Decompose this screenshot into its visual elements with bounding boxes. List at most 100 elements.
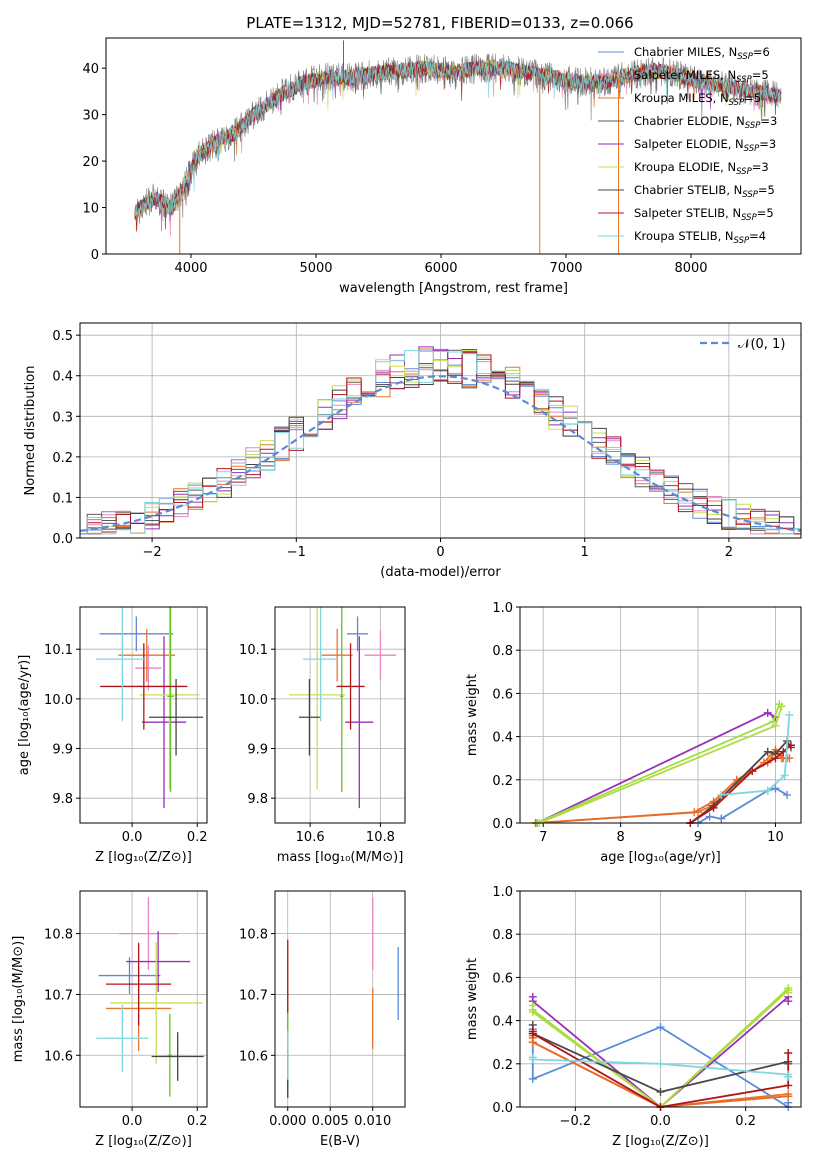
weight-point-marker	[784, 1049, 793, 1057]
y-axis-label: mass weight	[465, 958, 480, 1040]
gaussian-curve	[80, 375, 801, 532]
weight-series-line	[536, 748, 788, 823]
axes-frame	[79, 322, 802, 539]
x-tick-label: −2	[143, 545, 162, 560]
y-tick-label: 40	[82, 62, 99, 77]
y-tick-label: 0.5	[52, 329, 73, 344]
y-tick-label: 9.8	[52, 792, 73, 807]
y-tick-label: 10.8	[239, 928, 268, 943]
weight-point-marker	[763, 708, 772, 717]
spectrum-series-line	[134, 60, 782, 218]
x-tick-label: 7000	[549, 261, 582, 276]
y-tick-label: 0	[91, 248, 99, 263]
x-tick-label: 10	[767, 830, 784, 845]
axes-frame	[519, 890, 802, 1108]
legend-label: Kroupa STELIB, NSSP=4	[634, 229, 766, 246]
weight-series-line	[536, 711, 776, 823]
x-tick-label: 7	[539, 830, 547, 845]
x-tick-label: 0.0	[122, 830, 143, 845]
y-tick-label: 30	[82, 109, 99, 124]
weight-point-marker	[769, 717, 778, 726]
weight-point-marker	[786, 741, 795, 750]
axes-frame	[274, 606, 406, 824]
x-axis-label: E(B-V)	[320, 1134, 360, 1149]
weight-point-marker	[777, 702, 786, 711]
y-tick-label: 0.0	[52, 532, 73, 547]
weight-point-marker	[717, 814, 726, 823]
x-tick-label: −0.2	[560, 1114, 592, 1129]
residual-histogram	[80, 348, 801, 535]
x-tick-label: 10.8	[366, 830, 395, 845]
y-tick-label: 0.0	[492, 1101, 513, 1116]
weight-point-marker	[717, 790, 726, 799]
y-tick-label: 0.4	[492, 731, 513, 746]
y-tick-label: 0.8	[492, 928, 513, 943]
x-axis-label: Z [log₁₀(Z/Z⊙)]	[95, 850, 192, 865]
age-vs-mass-panel: 10.6 10.8 9.8 9.9 10.0 10.1 mass [log₁₀(M/M⊙)]	[239, 606, 406, 865]
x-tick-label: 6000	[424, 261, 457, 276]
y-tick-label: 1.0	[492, 601, 513, 616]
y-tick-label: 10.1	[44, 643, 73, 658]
weight-point-marker	[763, 786, 772, 795]
y-tick-label: 0.2	[492, 774, 513, 789]
x-tick-label: 4000	[174, 261, 207, 276]
x-tick-label: 0.010	[354, 1114, 391, 1129]
weight-point-marker	[784, 1092, 793, 1101]
y-tick-label: 0.0	[492, 817, 513, 832]
x-tick-label: 0.2	[735, 1114, 756, 1129]
spectrum-panel: 4000 5000 6000 7000 8000 0 10 20 30 40 wavelength …	[82, 37, 802, 296]
weight-series-line	[721, 714, 791, 796]
y-tick-label: 0.6	[492, 687, 513, 702]
x-axis-label: Z [log₁₀(Z/Z⊙)]	[95, 1134, 192, 1149]
y-tick-label: 0.2	[492, 1058, 513, 1073]
weight-point-marker	[528, 1074, 537, 1083]
y-tick-label: 0.2	[52, 451, 73, 466]
residual-histogram	[80, 351, 801, 535]
weight-point-marker	[690, 808, 699, 817]
weight-point-marker	[784, 1072, 793, 1081]
y-tick-label: 0.4	[492, 1015, 513, 1030]
weight-point-marker	[784, 997, 793, 1006]
y-tick-label: 10.1	[239, 643, 268, 658]
legend-label: Chabrier ELODIE, NSSP=3	[634, 114, 777, 131]
legend-label: Kroupa MILES, NSSP=5	[634, 91, 761, 108]
axes-frame	[79, 890, 208, 1108]
x-axis-label: (data-model)/error	[380, 565, 501, 580]
legend-label: Salpeter ELODIE, NSSP=3	[634, 137, 776, 154]
mass-vs-ebv-panel: 0.000 0.005 0.010 10.6 10.7 10.8 E(B-V)	[239, 890, 406, 1149]
legend-gaussian-label: 𝒩(0, 1)	[738, 337, 785, 352]
y-tick-label: 10.0	[44, 693, 73, 708]
y-tick-label: 9.9	[247, 743, 268, 758]
y-tick-label: 10.7	[44, 988, 73, 1003]
residual-histogram	[80, 350, 801, 535]
y-axis-label: mass [log₁₀(M/M⊙)]	[11, 936, 26, 1063]
x-tick-label: 0	[436, 545, 444, 560]
weight-vs-age-panel: 7 8 9 10 0.0 0.2 0.4 0.6 0.8 1.0 age [log₁₀(age/yr…	[465, 601, 802, 865]
weight-point-marker	[748, 767, 757, 776]
x-tick-label: 0.0	[650, 1114, 671, 1129]
weight-point-marker	[528, 1038, 537, 1047]
x-tick-label: 0.000	[269, 1114, 306, 1129]
legend-label: Chabrier MILES, NSSP=6	[634, 45, 770, 62]
axes-frame	[79, 606, 208, 824]
y-tick-label: 9.9	[52, 743, 73, 758]
x-tick-label: 5000	[299, 261, 332, 276]
y-tick-label: 10.6	[44, 1049, 73, 1064]
mass-vs-metallicity-panel: 0.0 0.2 10.6 10.7 10.8 Z [log₁₀(Z/Z⊙)] mass [l…	[11, 890, 208, 1149]
weight-point-marker	[784, 1081, 793, 1090]
weight-point-marker	[656, 1023, 665, 1032]
y-tick-label: 0.4	[52, 370, 73, 385]
x-tick-label: 8000	[674, 261, 707, 276]
axes-frame	[105, 37, 802, 255]
y-tick-label: 0.6	[492, 971, 513, 986]
residual-histogram	[80, 352, 801, 535]
y-tick-label: 10.7	[239, 988, 268, 1003]
legend-label: Salpeter MILES, NSSP=5	[634, 68, 769, 85]
x-tick-label: 1	[581, 545, 589, 560]
y-tick-label: 20	[82, 155, 99, 170]
y-tick-label: 10.8	[44, 928, 73, 943]
weight-vs-metallicity-panel: −0.2 0.0 0.2 0.0 0.2 0.4 0.6 0.8 1.0 Z [log₁₀(Z/Z…	[465, 885, 802, 1149]
x-tick-label: 0.2	[187, 1114, 208, 1129]
y-tick-label: 9.8	[247, 792, 268, 807]
x-tick-label: 0.005	[312, 1114, 349, 1129]
